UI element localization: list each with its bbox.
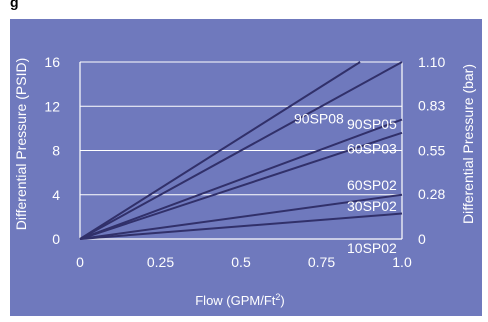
- series-label-90sp05: 90SP05: [347, 116, 397, 132]
- series-line-60sp03: [79, 118, 403, 240]
- x-tick-label-4: 1.0: [392, 254, 412, 270]
- y-left-tick-label-3: 12: [44, 98, 60, 114]
- series-label-60sp02: 60SP02: [347, 177, 397, 193]
- series-line-30sp02: [79, 193, 403, 240]
- y-left-tick-label-4: 16: [44, 54, 60, 70]
- y-axis-left-title: Differential Pressure (PSID): [13, 58, 29, 230]
- x-axis-title-main: Flow (GPM/Ft: [195, 293, 276, 308]
- x-tick-label-3: 0.75: [308, 254, 335, 270]
- series-label-30sp02: 30SP02: [347, 198, 397, 214]
- axis-layer: [79, 62, 403, 240]
- x-axis-title: Flow (GPM/Ft2): [195, 292, 285, 308]
- chart-panel: 0 4 8 12 16 0 0.28 0.55 0.83 1.10 0 0.25 0.5 0.75 1.0 …: [10, 19, 482, 316]
- y-right-tick-label-2: 0.55: [418, 143, 445, 159]
- x-tick-label-2: 0.5: [231, 254, 251, 270]
- y-right-tick-label-4: 1.10: [418, 54, 445, 70]
- x-axis-title-superscript: 2: [275, 292, 280, 302]
- y-axis-right-title: Differential Pressure (bar): [460, 64, 476, 224]
- y-right-tick-label-3: 0.83: [418, 97, 445, 113]
- y-right-tick-label-1: 0.28: [418, 186, 445, 202]
- y-left-tick-label-0: 0: [52, 231, 60, 247]
- y-left-tick-label-2: 8: [52, 143, 60, 159]
- y-left-tick-label-1: 4: [52, 187, 60, 203]
- series-label-layer: 90SP08 90SP05 60SP03 60SP02 30SP02 10SP02: [294, 110, 397, 255]
- series-line-90sp08: [79, 61, 361, 240]
- page-header: g: [0, 0, 488, 14]
- series-label-60sp03: 60SP03: [347, 140, 397, 156]
- x-tick-label-1: 0.25: [147, 254, 174, 270]
- series-label-90sp08: 90SP08: [294, 110, 344, 126]
- series-layer: [79, 61, 403, 240]
- series-line-90sp05: [79, 61, 403, 240]
- series-line-10sp02: [79, 212, 403, 240]
- tick-layer: 0 4 8 12 16 0 0.28 0.55 0.83 1.10 0 0.25 0.5 0.75 1.0: [44, 54, 445, 270]
- page-title-fragment: g: [10, 0, 19, 10]
- x-tick-label-0: 0: [76, 254, 84, 270]
- series-line-60sp02: [79, 131, 403, 240]
- y-right-tick-label-0: 0: [418, 231, 426, 247]
- series-label-10sp02: 10SP02: [347, 240, 397, 256]
- x-axis-title-suffix: ): [280, 293, 284, 308]
- chart-background: [10, 19, 482, 316]
